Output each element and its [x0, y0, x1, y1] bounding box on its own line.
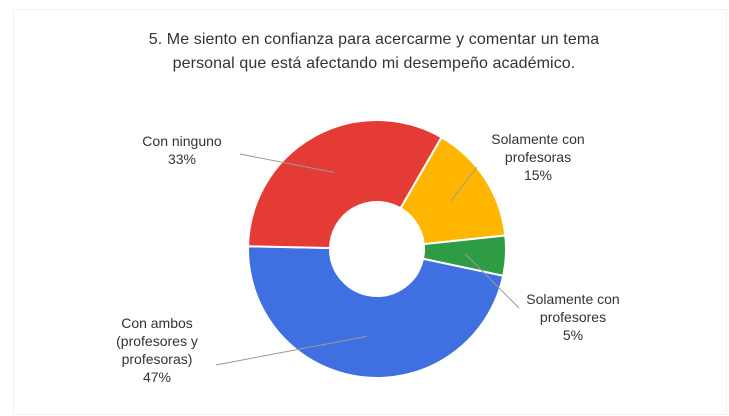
leader-line-1 — [464, 253, 520, 309]
slice-label-0-line-1: profesoras — [505, 149, 571, 165]
slice-label-3: Con ninguno 33% — [142, 133, 222, 167]
chart-title-line-2: personal que está afectando mi desempeño… — [172, 55, 576, 72]
leader-line-2 — [215, 335, 367, 366]
slice-label-0: Solamente con profesoras 15% — [491, 131, 584, 183]
slice-label-2-line-3: 47% — [143, 369, 171, 385]
chart-title-line-1: 5. Me siento en confianza para acercarme… — [148, 31, 600, 48]
slice-label-2-line-0: Con ambos — [121, 315, 193, 331]
leader-line-0 — [450, 166, 478, 202]
donut-slices — [247, 119, 507, 379]
slice-label-1-line-2: 5% — [563, 327, 583, 343]
donut-slice-2 — [247, 245, 505, 379]
slice-label-2-line-1: (profesores y — [116, 333, 198, 349]
slice-label-1-line-0: Solamente con — [526, 291, 619, 307]
slice-label-0-line-0: Solamente con — [491, 131, 584, 147]
slice-labels: Solamente con profesoras 15% Solamente con p… — [116, 131, 620, 385]
slice-label-3-line-0: Con ninguno — [142, 133, 222, 149]
donut-slice-3 — [247, 119, 443, 250]
chart-title: 5. Me siento en confianza para acercarme… — [84, 28, 664, 76]
leader-lines — [215, 153, 520, 366]
slice-label-3-line-1: 33% — [168, 151, 196, 167]
leader-line-3 — [239, 153, 334, 173]
slice-label-2: Con ambos (profesores y profesoras) 47% — [116, 315, 198, 385]
slice-label-1-line-1: profesores — [540, 309, 606, 325]
slice-label-0-line-2: 15% — [524, 167, 552, 183]
slice-label-1: Solamente con profesores 5% — [526, 291, 619, 343]
slice-label-2-line-2: profesoras) — [122, 351, 193, 367]
